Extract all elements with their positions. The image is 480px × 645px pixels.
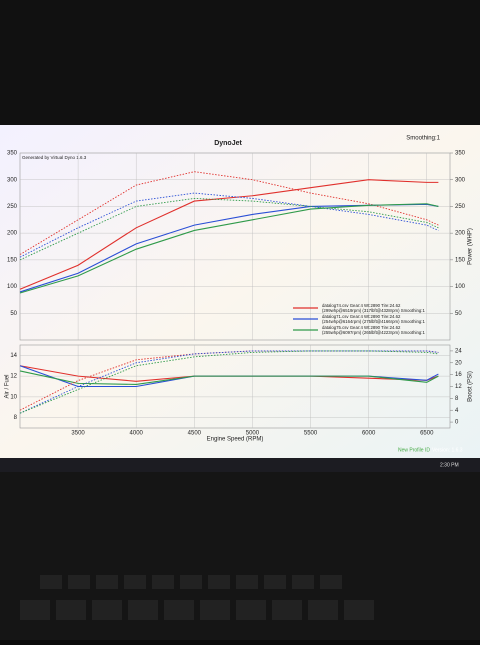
keys: [20, 575, 374, 620]
generator: Generated by Virtual Dyno 1.6.3: [22, 155, 87, 160]
y-tick-label: 100: [7, 284, 18, 290]
y-tick-label: 150: [7, 257, 18, 263]
y-tick-label: 350: [7, 151, 18, 157]
y2-tick-label: 300: [455, 177, 466, 183]
x-tick-label: 3500: [71, 431, 85, 437]
y2-tick-label: 4: [455, 408, 459, 414]
line: [19, 179, 439, 290]
y-tick-label: 300: [7, 177, 18, 183]
y2-axis-label: Power (WHP): [468, 228, 474, 265]
y2-tick-label: 24: [455, 349, 462, 355]
y2-tick-label: 16: [455, 372, 462, 378]
x-tick-label: 4500: [188, 431, 202, 437]
x-tick-label: 5000: [246, 431, 260, 437]
line: [19, 370, 439, 385]
y2-tick-label: 8: [455, 396, 459, 402]
clock: 2:30 PM: [440, 462, 459, 468]
y-axis-label: Air / Fuel: [5, 374, 11, 398]
y2-tick-label: 12: [455, 384, 462, 390]
x-tick-label: 5500: [304, 431, 318, 437]
y-tick-label: 250: [7, 204, 18, 210]
dotted-line: [19, 192, 439, 258]
legend-summary: (299whp@6519rpm) (317lbft@4328rpm) Smoot…: [322, 308, 425, 313]
window-title: DynoJet: [214, 140, 242, 147]
x-axis-label: Engine Speed (RPM): [207, 437, 264, 443]
x-tick-label: 6500: [420, 431, 434, 437]
x-tick-label: 4000: [130, 431, 144, 437]
dotted-line: [19, 350, 439, 414]
line: [19, 203, 439, 294]
y2-tick-label: 20: [455, 360, 462, 366]
dotted-line: [19, 171, 439, 255]
y2-tick-label: 0: [455, 420, 459, 426]
smoothing-select[interactable]: Smoothing:1: [406, 136, 440, 142]
y2-tick-label: 350: [455, 151, 466, 157]
y-tick-label: 14: [10, 353, 17, 359]
bezel: [0, 0, 480, 125]
screen: [0, 125, 480, 458]
y2-tick-label: 50: [455, 311, 462, 317]
profile: New Profile ID: [398, 447, 430, 453]
y2-axis-label: Boost (PSI): [468, 371, 474, 402]
legend-name: datalog71.csv Gear:4 Wt:2890 Tire:24.62: [322, 314, 401, 319]
y-tick-label: 8: [14, 415, 18, 421]
dotted-line: [19, 197, 439, 261]
taskbar: [0, 458, 480, 472]
legend-name: datalog74.csv Gear:4 Wt:2890 Tire:24.62: [322, 303, 401, 308]
y-tick-label: 200: [7, 231, 18, 237]
legend-summary: (254whp@6164rpm) (275lbft@4166rpm) Smoot…: [322, 319, 425, 324]
x-tick-label: 6000: [362, 431, 376, 437]
version: Version: 1.6.3: [432, 447, 463, 453]
y-tick-label: 50: [10, 311, 17, 317]
legend-summary: (255whp@6097rpm) (265lbft@4223rpm) Smoot…: [322, 330, 425, 335]
legend-name: datalog75.csv Gear:4 Wt:2890 Tire:24.62: [322, 325, 401, 330]
y-tick-label: 10: [10, 394, 17, 400]
y2-tick-label: 200: [455, 231, 466, 237]
y-tick-label: 12: [10, 374, 17, 380]
y2-tick-label: 150: [455, 257, 466, 263]
y2-tick-label: 250: [455, 204, 466, 210]
y2-tick-label: 100: [455, 284, 466, 290]
